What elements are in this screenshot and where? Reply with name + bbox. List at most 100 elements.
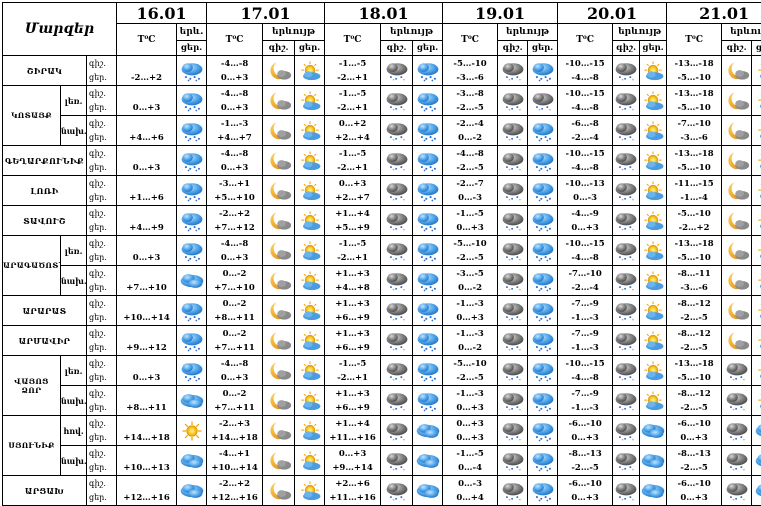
temp-cell: 0…-2+7…+10 — [207, 266, 263, 296]
icon-cell — [752, 176, 761, 206]
precip-header: երևույթ — [498, 24, 558, 41]
rain-cloud-icon — [530, 330, 556, 352]
precip-header: երևույթ — [263, 24, 325, 41]
temp-day: -4…-8 — [571, 163, 598, 173]
temp-day: 0…+3 — [221, 73, 248, 83]
temp-day: +10…+14 — [211, 463, 257, 473]
dark-cloud-icon — [613, 420, 639, 442]
temp-cell: +10…+13 — [117, 446, 177, 476]
icon-cell — [263, 206, 295, 236]
icon-cell — [640, 206, 667, 236]
icon-cell — [640, 236, 667, 266]
icon-cell — [722, 446, 752, 476]
temp-night: -8…-13 — [568, 449, 601, 459]
moon-cloud-icon — [266, 420, 292, 442]
temp-header: T⁰C — [667, 24, 722, 56]
date-header: 20.01 — [558, 3, 667, 24]
icon-cell — [640, 446, 667, 476]
icon-cell — [295, 206, 325, 236]
night-label: գիշ. — [89, 269, 106, 278]
rain-cloud-icon — [530, 360, 556, 382]
day-label: ցեր. — [89, 133, 107, 142]
icon-cell — [295, 56, 325, 86]
temp-cell: -13…-18-5…-10 — [667, 56, 722, 86]
moon-cloud-icon — [266, 480, 292, 502]
rain-cloud-icon — [415, 270, 441, 292]
icon-cell — [640, 176, 667, 206]
icon-cell — [752, 386, 761, 416]
temp-night: -6…-10 — [677, 479, 710, 489]
day-night-labels: գիշ.ցեր. — [87, 476, 117, 506]
icon-cell — [722, 356, 752, 386]
sun-cloud-icon — [754, 90, 761, 112]
temp-night: +1…+4 — [335, 209, 370, 219]
moon-cloud-icon — [724, 150, 750, 172]
cloud-icon — [179, 480, 205, 502]
sun-icon — [179, 420, 205, 442]
day-night-labels: գիշ.ցեր. — [87, 206, 117, 236]
temp-night: 0…+3 — [339, 449, 366, 459]
region-name: ԱՐՑԱԽ — [3, 476, 87, 506]
sun-cloud-icon — [297, 420, 323, 442]
temp-day: +8…+11 — [214, 313, 255, 323]
temp-day: +10…+13 — [123, 463, 169, 473]
temp-night: -10…-15 — [565, 149, 604, 159]
icon-cell — [528, 296, 558, 326]
icon-cell — [613, 146, 640, 176]
icon-cell — [295, 116, 325, 146]
moon-cloud-icon — [266, 210, 292, 232]
icon-cell — [263, 176, 295, 206]
dark-cloud-icon — [384, 300, 410, 322]
temp-cell: 0…+3 — [117, 146, 177, 176]
temp-day: 0…-2 — [458, 133, 482, 143]
day-night-labels: գիշ.ցեր. — [87, 86, 117, 116]
rain-cloud-icon — [415, 390, 441, 412]
temp-cell: -11…-15-1…-4 — [667, 176, 722, 206]
sun-cloud-icon — [640, 120, 666, 142]
night-label: գիշ. — [89, 449, 106, 458]
temp-day: 0…+3 — [456, 433, 483, 443]
temp-cell: 0…-2+7…+11 — [207, 386, 263, 416]
moon-cloud-icon — [724, 90, 750, 112]
sun-cloud-icon — [297, 150, 323, 172]
temp-night: -6…-10 — [677, 419, 710, 429]
temp-cell: -10…-15 -4…-8 — [558, 146, 613, 176]
temp-day: -2…+1 — [337, 373, 368, 383]
dark-cloud-icon — [500, 270, 526, 292]
day-header: ցեր. — [640, 41, 667, 56]
icon-cell — [613, 56, 640, 86]
icon-cell — [528, 236, 558, 266]
temp-day: -4…-8 — [571, 253, 598, 263]
region-name: ՏԱՎՈՒՇ — [3, 206, 87, 236]
temp-day: 0…+3 — [221, 253, 248, 263]
dark-cloud-icon — [384, 360, 410, 382]
dark-cloud-icon — [384, 120, 410, 142]
temp-night: -1…-5 — [456, 209, 483, 219]
temp-day: -1…-3 — [571, 403, 598, 413]
dark-cloud-icon — [500, 330, 526, 352]
dark-cloud-icon — [613, 150, 639, 172]
temp-day: +4…+9 — [129, 223, 164, 233]
temp-cell: -10…-15-4…-8 — [558, 86, 613, 116]
temp-cell: -10…-15-4…-8 — [558, 236, 613, 266]
rain-cloud-icon — [530, 480, 556, 502]
icon-cell — [295, 86, 325, 116]
icon-cell — [613, 116, 640, 146]
temp-day: 0…+3 — [133, 253, 160, 263]
icon-cell — [498, 236, 528, 266]
temp-day: -3…-6 — [680, 283, 707, 293]
moon-cloud-icon — [266, 270, 292, 292]
temp-night: -4…-8 — [221, 89, 248, 99]
dark-cloud-icon — [500, 390, 526, 412]
temp-day: -2…-5 — [680, 313, 707, 323]
temp-cell: +1…+4+11…+16 — [325, 416, 381, 446]
